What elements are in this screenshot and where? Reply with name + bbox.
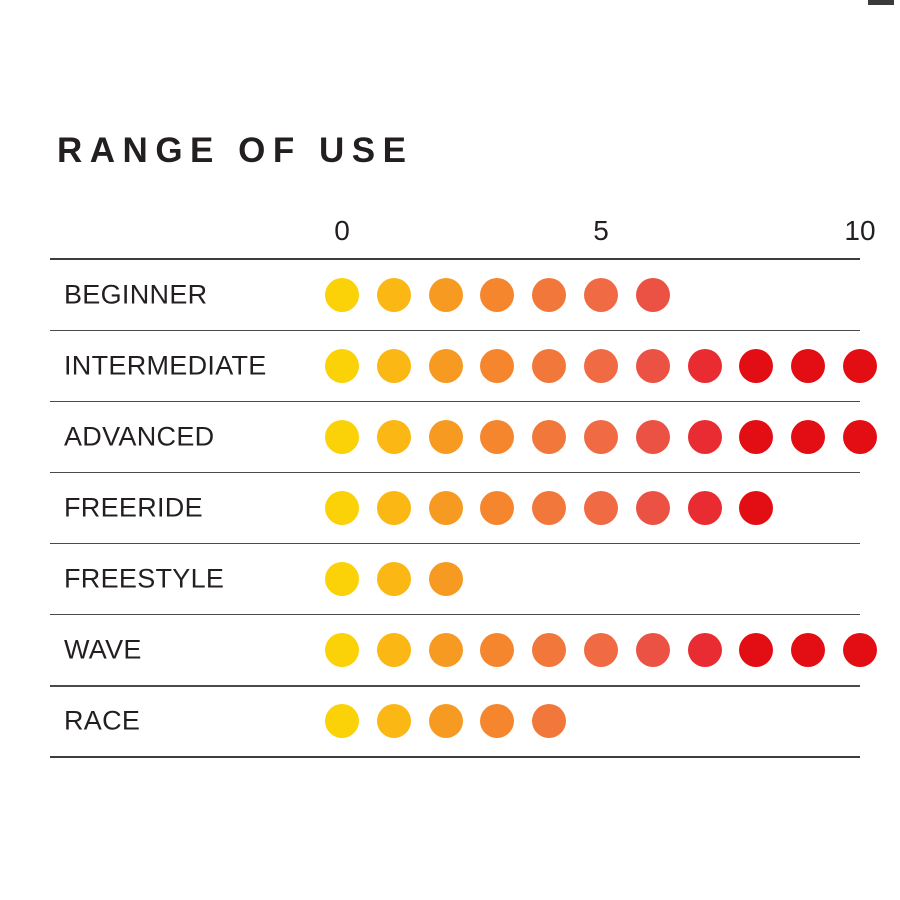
x-axis-tick-labels: 0 5 10 <box>50 214 875 248</box>
rating-dot <box>428 491 463 526</box>
rating-dots <box>50 331 877 401</box>
rating-dot <box>584 491 618 526</box>
rating-dot <box>532 348 567 383</box>
row-label-freeride: FREERIDE <box>64 492 203 523</box>
rating-dot <box>584 348 618 383</box>
row-label-beginner: BEGINNER <box>64 279 208 310</box>
row-label-race: RACE <box>64 705 141 736</box>
rating-dot <box>325 277 359 312</box>
rating-dot <box>739 348 774 383</box>
rating-dots <box>50 402 877 472</box>
x-axis-tick-0: 0 <box>334 215 350 246</box>
row-divider <box>50 329 860 332</box>
rating-dot <box>376 419 411 454</box>
rating-dots <box>50 473 860 543</box>
rating-dot <box>687 491 722 526</box>
rating-dot <box>480 633 515 668</box>
rating-dot <box>739 491 774 526</box>
row-label-wave: WAVE <box>64 634 142 665</box>
table-row: WAVE <box>50 615 877 685</box>
row-label-intermediate: INTERMEDIATE <box>64 350 267 381</box>
row-divider <box>50 258 860 260</box>
rating-dot <box>428 562 463 597</box>
chart-title: RANGE OF USE <box>57 131 414 170</box>
rating-dot <box>376 277 411 312</box>
rating-dot <box>687 348 722 383</box>
rating-dot <box>843 419 877 454</box>
rating-dots <box>50 260 860 330</box>
rating-dot <box>325 633 359 668</box>
rating-dot <box>584 277 618 312</box>
chart-grid: BEGINNER INTERMEDIATE ADVANCED FREERIDE FREE… <box>50 258 877 759</box>
row-divider <box>50 400 860 403</box>
rating-dot <box>635 348 670 383</box>
rating-dot <box>428 419 463 454</box>
rating-dot <box>687 419 722 454</box>
row-divider <box>50 613 860 616</box>
rating-dot <box>376 491 411 526</box>
rating-dot <box>480 277 515 312</box>
rating-dot <box>791 348 826 383</box>
rating-dot <box>325 562 359 597</box>
rating-dot <box>739 419 774 454</box>
rating-dot <box>480 491 515 526</box>
rating-dots <box>50 687 860 757</box>
table-row: INTERMEDIATE <box>50 331 877 401</box>
rating-dot <box>635 277 670 312</box>
rating-dot <box>739 633 774 668</box>
rating-dot <box>635 491 670 526</box>
rating-dot <box>480 419 515 454</box>
rating-dot <box>325 704 359 739</box>
rating-dot <box>532 277 567 312</box>
rating-dot <box>532 491 567 526</box>
rating-dot <box>584 633 618 668</box>
rating-dot <box>532 704 567 739</box>
rating-dot <box>428 348 463 383</box>
rating-dot <box>376 704 411 739</box>
table-row: ADVANCED <box>50 402 877 472</box>
rating-dot <box>791 419 826 454</box>
rating-dot <box>376 562 411 597</box>
rating-dot <box>480 704 515 739</box>
rating-dot <box>376 348 411 383</box>
rating-dot <box>843 348 877 383</box>
rating-dot <box>791 633 826 668</box>
rating-dot <box>532 419 567 454</box>
row-divider <box>50 471 860 474</box>
row-label-freestyle: FREESTYLE <box>64 563 225 594</box>
x-axis-tick-5: 5 <box>593 215 609 246</box>
row-label-advanced: ADVANCED <box>64 421 215 452</box>
rating-dot <box>428 633 463 668</box>
table-row: FREESTYLE <box>50 544 860 614</box>
x-axis-tick-10: 10 <box>844 215 876 246</box>
rating-dot <box>635 633 670 668</box>
rating-dot <box>584 419 618 454</box>
rating-dot <box>376 633 411 668</box>
table-row: FREERIDE <box>50 473 860 543</box>
rating-dots <box>50 615 877 685</box>
table-row: RACE <box>50 687 860 757</box>
rating-dots <box>50 544 860 614</box>
row-divider <box>50 542 860 545</box>
rating-dot <box>687 633 722 668</box>
rating-dot <box>325 348 359 383</box>
rating-dot <box>635 419 670 454</box>
row-divider <box>50 756 860 759</box>
row-divider <box>50 684 860 687</box>
table-row: BEGINNER <box>50 260 860 330</box>
rating-dot <box>532 633 567 668</box>
crop-mark <box>868 0 894 5</box>
rating-dot <box>428 277 463 312</box>
rating-dot <box>480 348 515 383</box>
rating-dot <box>325 419 359 454</box>
rating-dot <box>428 704 463 739</box>
rating-dot <box>843 633 877 668</box>
rating-dot <box>325 491 359 526</box>
